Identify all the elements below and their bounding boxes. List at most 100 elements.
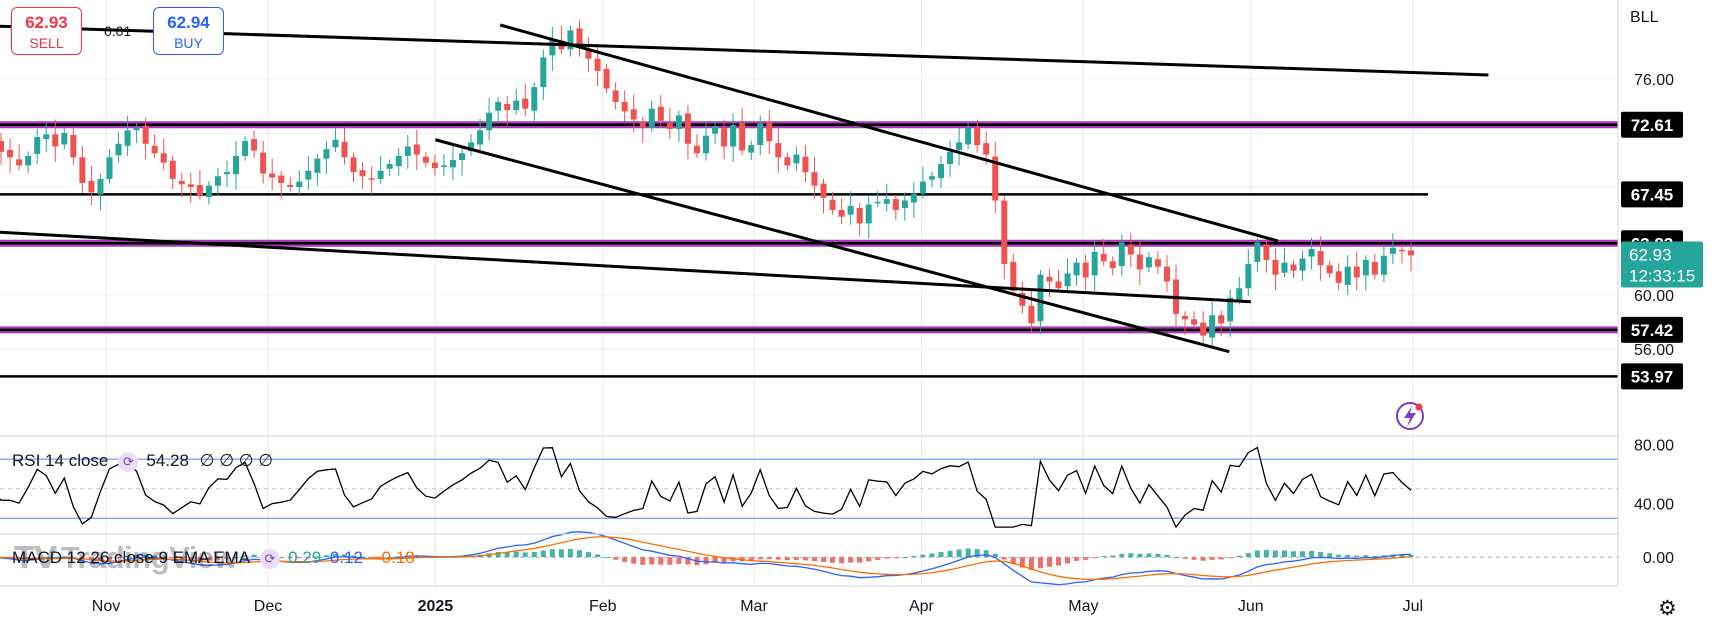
macd-histogram-bar [793, 557, 799, 560]
macd-histogram-bar [1372, 555, 1378, 558]
macd-histogram-bar [712, 557, 718, 563]
macd-histogram-bar [567, 548, 573, 558]
candle-body [413, 144, 420, 155]
x-tick-label: Apr [909, 598, 935, 615]
candle-body [377, 170, 384, 179]
candle-body [928, 176, 935, 180]
last-price-label: 62.93 [1629, 245, 1672, 264]
candle-body [431, 162, 438, 169]
macd-histogram-bar [314, 556, 320, 558]
macd-histogram-bar [1110, 555, 1116, 558]
trend-line[interactable] [435, 138, 1230, 354]
trend-line[interactable] [0, 229, 1251, 304]
macd-legend: MACD 12 26 close 9 EMA EMA ⟳ 0.29 0.12 −0.… [12, 548, 415, 569]
candle-body [79, 157, 86, 183]
macd-histogram-bar [658, 557, 664, 565]
candle-body [757, 123, 764, 146]
candle-body [585, 48, 592, 59]
candle-body [1091, 251, 1098, 276]
candle-body [567, 30, 574, 50]
candle-body [34, 137, 41, 154]
candle-body [730, 124, 737, 147]
candle-body [278, 175, 285, 183]
x-tick-label: Nov [92, 598, 120, 615]
macd-histogram-bar [1101, 556, 1107, 558]
candle-body [7, 149, 14, 158]
trend-lines[interactable] [0, 22, 1489, 354]
last-price-badge [1621, 241, 1703, 288]
symbol-label[interactable]: BLL [1630, 9, 1659, 26]
macd-histogram-bar [1155, 553, 1161, 558]
trend-line[interactable] [0, 22, 1489, 77]
candle-body [395, 155, 402, 167]
level-badge [1621, 181, 1683, 208]
candle-body [151, 145, 158, 154]
candle-body [233, 155, 240, 175]
macd-histogram-bar [513, 551, 519, 558]
macd-histogram-bar [965, 548, 971, 558]
candle-body [323, 149, 330, 159]
cycle-icon[interactable]: ⟳ [260, 548, 281, 569]
candle-body [811, 172, 818, 186]
alert-icon[interactable] [1396, 402, 1424, 430]
candle-body [1290, 264, 1297, 271]
macd-histogram-bar [1119, 553, 1125, 558]
candle-body [1371, 261, 1378, 275]
cycle-icon[interactable]: ⟳ [118, 451, 139, 472]
candle-body [124, 130, 131, 146]
trend-line[interactable] [499, 23, 1279, 243]
candle-body [214, 176, 221, 186]
candle-body [1408, 250, 1414, 256]
alert-icon-bolt[interactable] [1404, 406, 1416, 427]
macd-histogram-bar [775, 557, 781, 560]
macd-histogram-bar [1399, 554, 1405, 558]
macd-histogram-bar [875, 557, 881, 560]
countdown-label: 12:33:15 [1629, 266, 1695, 285]
macd-histogram-bar [287, 557, 293, 559]
candle-body [242, 141, 249, 156]
candle-body [847, 205, 854, 215]
buy-label: BUY [174, 35, 203, 51]
macd-histogram-bar [748, 557, 754, 561]
macd-histogram-bar [1300, 551, 1306, 558]
macd-histogram-bar [1345, 554, 1351, 558]
candle-body [630, 109, 637, 120]
macd-histogram-bar [703, 557, 709, 565]
candle-body [422, 156, 429, 163]
candle-body [1254, 242, 1261, 262]
candle-body [748, 145, 755, 153]
candle-body [784, 157, 791, 166]
macd-histogram-bar [613, 557, 619, 560]
level-badge [1621, 316, 1683, 343]
candle-body [133, 127, 140, 131]
macd-histogram-bar [911, 556, 917, 558]
level-badge-label: 57.42 [1631, 321, 1674, 340]
candle-body [449, 160, 456, 168]
candle-body [1227, 297, 1234, 322]
spread-value: 0.01 [104, 23, 132, 39]
price-tick-label: 76.00 [1634, 72, 1674, 89]
candle-body [1398, 249, 1405, 252]
macd-histogram-bar [341, 554, 347, 558]
macd-histogram-bar [1200, 557, 1206, 561]
macd-histogram-bar [116, 557, 122, 559]
macd-histogram-bar [766, 557, 772, 560]
candle-body [477, 130, 484, 145]
macd-histogram-bar [1227, 557, 1233, 559]
gear-icon[interactable]: ⚙ [1658, 597, 1677, 620]
macd-histogram-bar [197, 557, 203, 561]
buy-button[interactable]: 62.94 BUY [153, 7, 224, 55]
sell-button[interactable]: 62.93 SELL [11, 7, 82, 55]
macd-histogram-bar [595, 554, 601, 558]
macd-histogram-bar [622, 557, 628, 562]
candle-body [1136, 254, 1143, 270]
macd-histogram-bar [1245, 553, 1251, 558]
x-tick-label: Dec [254, 598, 282, 615]
candle-body [495, 101, 502, 111]
macd-histogram-bar [1272, 550, 1278, 558]
macd-histogram-bar [152, 555, 158, 558]
rsi-null-values: ∅ ∅ ∅ ∅ [199, 451, 274, 470]
candle-body [739, 122, 746, 151]
sell-price: 62.93 [25, 13, 68, 32]
